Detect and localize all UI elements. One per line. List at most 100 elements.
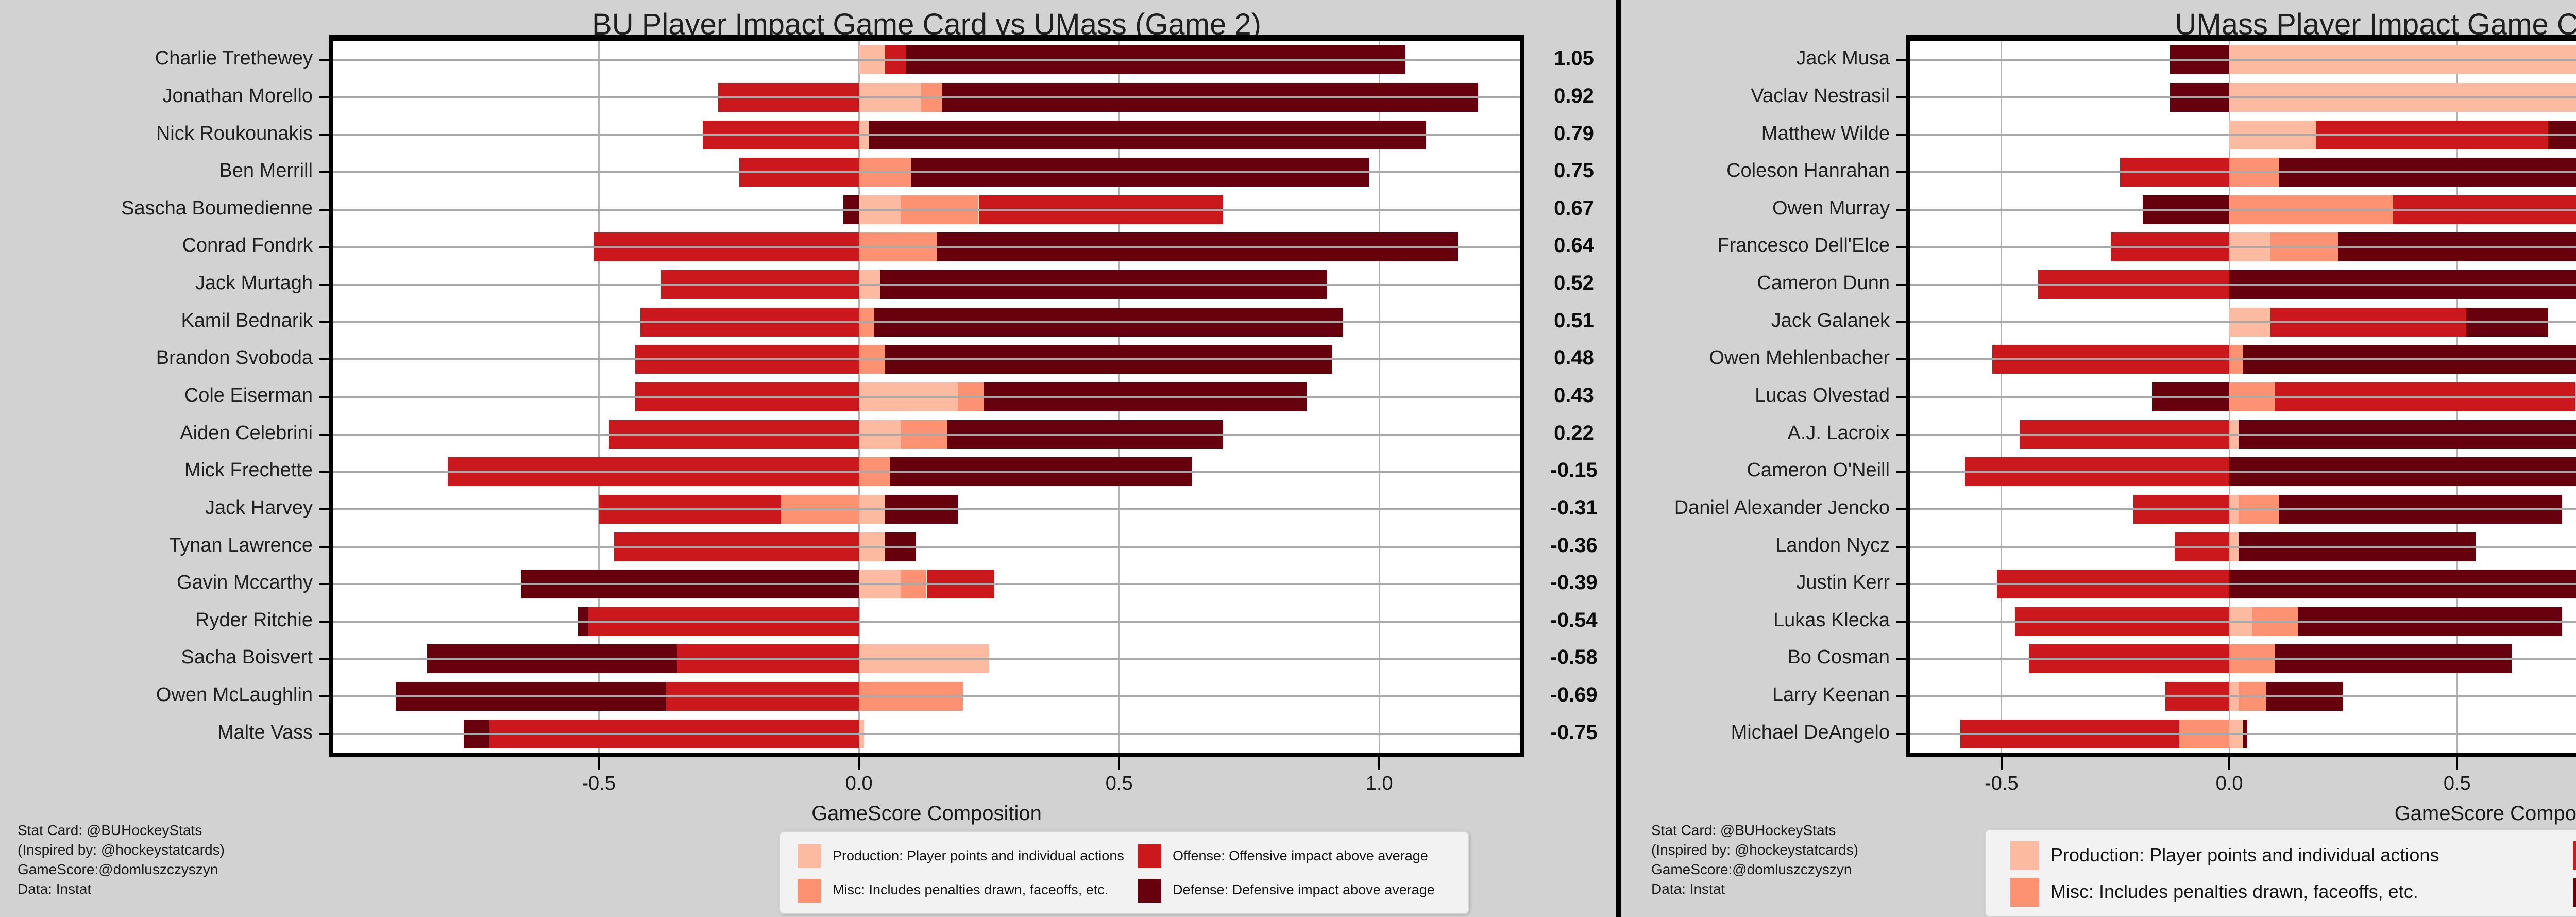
- y-tick-mark: [1896, 658, 1906, 660]
- plot-left-spine: [1906, 35, 1910, 757]
- player-label: Kamil Bednarik: [181, 309, 313, 331]
- y-tick-mark: [1896, 134, 1906, 136]
- y-tick-mark: [319, 471, 329, 473]
- row-gridline: [1910, 545, 2576, 548]
- y-tick-mark: [319, 695, 329, 698]
- player-label: Owen Mehlenbacher: [1709, 347, 1890, 369]
- y-tick-mark: [1896, 358, 1906, 361]
- legend-swatch-production: [2010, 841, 2039, 871]
- credit-line: Stat Card: @BUHockeyStats: [1651, 822, 1836, 838]
- x-tick-label: 0.5: [2443, 773, 2471, 794]
- player-label: Jonathan Morello: [162, 85, 313, 107]
- row-gridline: [333, 658, 1520, 660]
- player-label: Owen Murray: [1772, 197, 1890, 219]
- gamescore-value: 0.22: [1554, 421, 1594, 444]
- player-label: Brandon Svoboda: [156, 347, 313, 369]
- row-gridline: [1910, 396, 2576, 398]
- bu-credits: Stat Card: @BUHockeyStats (Inspired by: …: [18, 821, 225, 899]
- y-tick-mark: [319, 358, 329, 361]
- credit-line: Stat Card: @BUHockeyStats: [18, 822, 202, 838]
- row-gridline: [333, 358, 1520, 361]
- y-tick-mark: [319, 284, 329, 286]
- row-gridline: [1910, 508, 2576, 510]
- x-tick-label: 1.0: [1365, 773, 1393, 794]
- row-gridline: [333, 583, 1520, 586]
- player-label: Jack Harvey: [205, 496, 313, 519]
- row-gridline: [1910, 695, 2576, 698]
- row-gridline: [333, 208, 1520, 211]
- row-gridline: [1910, 134, 2576, 136]
- gamescore-value: 0.75: [1554, 159, 1594, 182]
- credit-line: Data: Instat: [18, 881, 92, 897]
- row-gridline: [1910, 433, 2576, 436]
- gamescore-value: -0.39: [1550, 571, 1598, 594]
- player-label: Cole Eiserman: [184, 385, 313, 406]
- credit-line: GameScore:@domluszczyszyn: [1651, 861, 1852, 877]
- player-label: Francesco Dell'Elce: [1717, 235, 1890, 257]
- player-label: Jack Murtagh: [195, 272, 313, 294]
- player-label: Aiden Celebrini: [180, 422, 313, 444]
- gamescore-value: 0.52: [1554, 272, 1594, 295]
- player-label: Cameron Dunn: [1757, 272, 1890, 294]
- x-tick-mark: [598, 757, 600, 770]
- player-label: Justin Kerr: [1796, 572, 1890, 594]
- umass-credits: Stat Card: @BUHockeyStats (Inspired by: …: [1651, 821, 1858, 899]
- player-label: Matthew Wilde: [1761, 122, 1890, 144]
- player-label: Sacha Boisvert: [181, 646, 313, 669]
- y-tick-mark: [1896, 508, 1906, 510]
- player-label: Conrad Fondrk: [182, 235, 313, 257]
- credit-line: GameScore:@domluszczyszyn: [18, 861, 218, 877]
- row-gridline: [1910, 583, 2576, 586]
- x-tick-mark: [1378, 757, 1381, 770]
- gamescore-value: -0.31: [1550, 496, 1598, 519]
- row-gridline: [333, 695, 1520, 698]
- legend-swatch-misc: [798, 878, 821, 903]
- legend-swatch-offense: [1138, 844, 1161, 869]
- y-tick-mark: [1896, 433, 1906, 436]
- player-label: Nick Roukounakis: [156, 122, 313, 144]
- row-gridline: [1910, 471, 2576, 473]
- y-tick-mark: [1896, 471, 1906, 473]
- y-tick-mark: [1896, 321, 1906, 323]
- x-tick-mark: [2456, 757, 2459, 770]
- y-tick-mark: [319, 59, 329, 61]
- umass-legend: Production: Player points and individual…: [1985, 829, 2576, 917]
- plot-bottom-spine: [329, 753, 1524, 757]
- y-tick-mark: [1896, 583, 1906, 586]
- gamescore-value: 0.92: [1554, 84, 1594, 107]
- legend-label-defense: Defense: Defensive impact above average: [1173, 882, 1435, 898]
- row-gridline: [1910, 658, 2576, 660]
- legend-swatch-defense: [1138, 878, 1161, 903]
- row-gridline: [333, 246, 1520, 248]
- legend-label-production: Production: Player points and individual…: [2050, 844, 2439, 866]
- player-label: Daniel Alexander Jencko: [1674, 496, 1890, 519]
- player-label: Coleson Hanrahan: [1726, 160, 1890, 182]
- row-gridline: [1910, 358, 2576, 361]
- row-gridline: [1910, 732, 2576, 735]
- credit-line: (Inspired by: @hockeystatcards): [1651, 842, 1858, 858]
- row-gridline: [333, 134, 1520, 136]
- gamescore-value: -0.58: [1550, 646, 1598, 669]
- y-tick-mark: [1896, 171, 1906, 174]
- row-gridline: [1910, 208, 2576, 211]
- gamescore-value: -0.75: [1550, 721, 1598, 744]
- y-tick-mark: [1896, 396, 1906, 398]
- player-label: Landon Nycz: [1775, 534, 1890, 556]
- x-tick-label: 0.5: [1105, 773, 1133, 794]
- x-tick-label: 0.0: [2215, 773, 2243, 794]
- gamescore-value: 0.79: [1554, 122, 1594, 145]
- y-tick-mark: [319, 508, 329, 510]
- y-tick-mark: [319, 208, 329, 211]
- legend-label-offense: Offense: Offensive impact above average: [1173, 847, 1428, 863]
- y-tick-mark: [319, 171, 329, 174]
- row-gridline: [1910, 246, 2576, 248]
- plot-bottom-spine: [1906, 753, 2576, 757]
- legend-swatch-production: [798, 844, 821, 869]
- player-label: Ben Merrill: [219, 160, 313, 182]
- y-tick-mark: [1896, 246, 1906, 248]
- credit-line: Data: Instat: [1651, 881, 1725, 897]
- credit-line: (Inspired by: @hockeystatcards): [18, 842, 225, 858]
